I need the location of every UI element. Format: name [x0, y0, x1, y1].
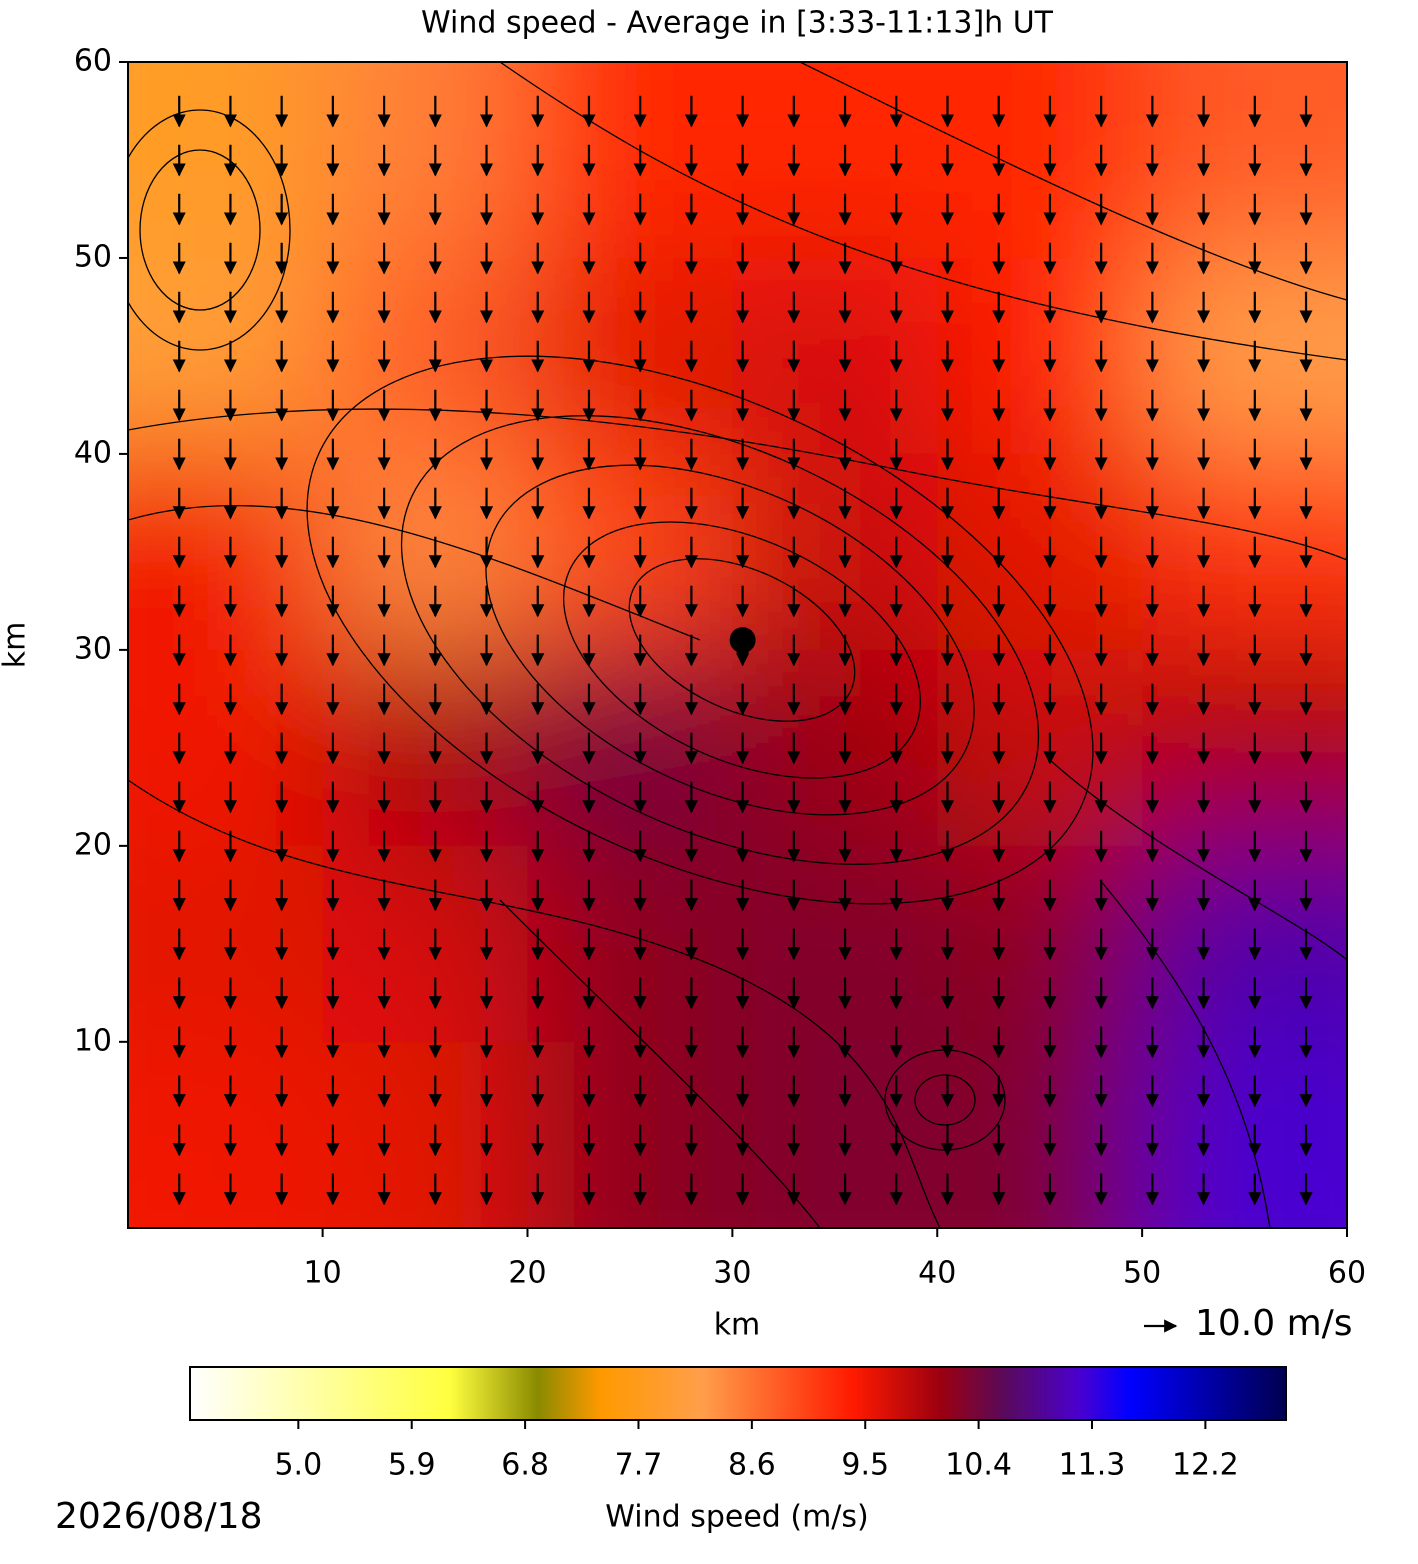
site-marker-tip	[733, 646, 752, 665]
heat-cell	[128, 62, 324, 259]
plot-frame	[127, 61, 1348, 1229]
colorbar-tick-label: 5.0	[274, 1448, 322, 1483]
date: 2026/08/18	[55, 1496, 263, 1537]
heat-cell	[937, 257, 1144, 455]
heat-cell	[732, 845, 939, 1043]
heat-cell	[1142, 1041, 1347, 1228]
colorbar-tick-label: 6.8	[501, 1448, 549, 1483]
heat-cell	[128, 845, 324, 1043]
chart-title: Wind speed - Average in [3:33-11:13]h UT	[421, 6, 1054, 41]
colorbar-tick-label: 10.4	[945, 1448, 1012, 1483]
heat-cell	[732, 62, 939, 259]
heat-cell	[322, 845, 529, 1043]
heat-cell	[732, 257, 939, 455]
heat-cell	[1142, 453, 1347, 651]
quiver-key-label: 10.0 m/s	[1195, 1303, 1353, 1344]
colorbar-tick-label: 9.5	[841, 1448, 889, 1483]
heat-cell	[128, 649, 324, 847]
heat-cell	[322, 453, 529, 651]
heat-cell	[527, 649, 734, 847]
colorbar-tick-label: 12.2	[1172, 1448, 1239, 1483]
colorbar	[189, 1366, 1287, 1421]
heat-cell	[322, 649, 529, 847]
colorbar-tick-label: 5.9	[388, 1448, 436, 1483]
heat-cell	[1142, 257, 1347, 455]
y-tick-label: 20	[74, 827, 112, 862]
y-tick-label: 10	[74, 1023, 112, 1058]
heat-cell	[1142, 649, 1347, 847]
heat-cell	[322, 1041, 529, 1228]
x-tick-label: 60	[1328, 1256, 1366, 1291]
quiver	[172, 95, 1313, 1206]
heat-cell	[527, 1041, 734, 1228]
x-axis-label: km	[714, 1308, 761, 1343]
heat-cell	[322, 62, 529, 259]
colorbar-label: Wind speed (m/s)	[605, 1500, 868, 1535]
heatmap	[128, 62, 1347, 1228]
heat-cell	[937, 649, 1144, 847]
x-tick-label: 10	[304, 1256, 342, 1291]
x-tick-label: 30	[713, 1256, 751, 1291]
heat-cell	[128, 257, 324, 455]
heat-cell	[937, 453, 1144, 651]
y-tick-label: 40	[74, 435, 112, 470]
heat-cell	[128, 453, 324, 651]
x-tick-label: 20	[508, 1256, 546, 1291]
y-axis-label: km	[0, 622, 33, 669]
y-tick-label: 50	[74, 239, 112, 274]
heat-cells	[128, 62, 1347, 1228]
heat-cell	[527, 257, 734, 455]
colorbar-tick-label: 11.3	[1059, 1448, 1126, 1483]
x-tick-label: 40	[918, 1256, 956, 1291]
heat-cell	[732, 453, 939, 651]
heat-cell	[937, 845, 1144, 1043]
x-tick-label: 50	[1123, 1256, 1161, 1291]
heat-cell	[732, 1041, 939, 1228]
heat-cell	[937, 62, 1144, 259]
heat-cell	[1142, 62, 1347, 259]
heat-cell	[527, 62, 734, 259]
heat-cell	[322, 257, 529, 455]
y-tick-label: 60	[74, 44, 112, 79]
heat-cell	[937, 1041, 1144, 1228]
heat-cell	[1142, 845, 1347, 1043]
heat-cell	[527, 845, 734, 1043]
colorbar-tick-label: 7.7	[615, 1448, 663, 1483]
heat-cell	[128, 1041, 324, 1228]
heat-cell	[732, 649, 939, 847]
y-tick-label: 30	[74, 631, 112, 666]
colorbar-tick-label: 8.6	[728, 1448, 776, 1483]
